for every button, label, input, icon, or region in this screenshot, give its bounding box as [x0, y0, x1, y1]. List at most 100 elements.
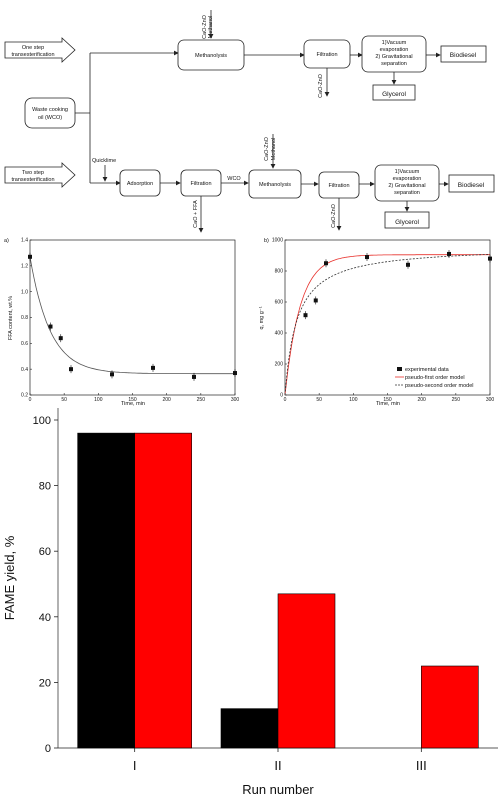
chart-a-ytick-label: 1.4 — [21, 238, 28, 244]
one-step-label-2: transesterification — [11, 52, 54, 58]
chart-a-xtick-label: 0 — [29, 397, 32, 403]
chart-a-point — [28, 254, 32, 259]
methanol-label-3: Methanol — [271, 138, 277, 161]
chart-a-point — [233, 371, 237, 376]
one-step-arrow-box — [4, 37, 76, 63]
chart-b-second-order-curve — [284, 253, 491, 396]
adsorption-label: Adsorption — [127, 181, 153, 187]
chart-c-ytick-label: 80 — [39, 481, 51, 493]
chart-c-ytick-label: 100 — [33, 415, 51, 427]
biodiesel-label-1: Biodiesel — [450, 52, 477, 59]
chart-b-point — [488, 256, 492, 261]
filtration-label-3: Filtration — [328, 183, 349, 189]
two-step-arrow-box — [4, 162, 76, 188]
chart-c-bar — [77, 432, 135, 749]
chart-b-first-order-curve — [284, 254, 490, 396]
wco-label-1: Waste cooking — [32, 107, 68, 113]
sep-label-1a: 1)Vacuum — [382, 40, 407, 46]
chart-a-point — [110, 372, 114, 377]
chart-b-xtick-label: 200 — [417, 397, 426, 403]
wco-label-2: oil (WCO) — [38, 115, 62, 121]
legend-experimental: experimental data — [405, 367, 450, 373]
sep-label-1b: evaporation — [380, 47, 409, 53]
chart-b-ylabel: q, mg g⁻¹ — [259, 306, 265, 329]
chart-b-ytick-label: 200 — [275, 362, 284, 368]
chart-b-point — [324, 261, 328, 266]
chart-a-ytick-label: 0.2 — [21, 393, 28, 399]
wco-box — [24, 97, 76, 129]
chart-c-ytick-label: 60 — [39, 546, 51, 558]
chart-a-ytick-label: 1.0 — [21, 289, 28, 295]
glycerol-label-2: Glycerol — [395, 219, 419, 226]
chart-a-point — [151, 365, 155, 370]
chart-b-frame — [284, 239, 491, 396]
sep-label-2a: 1)Vacuum — [395, 169, 420, 175]
chart-a-ylabel: FFA content, wt.% — [8, 296, 14, 340]
glycerol-label-1: Glycerol — [382, 91, 406, 98]
chart-b-legend: experimental data pseudo-first order mod… — [395, 367, 474, 389]
chart-c-bar — [220, 708, 279, 749]
chart-c-bar — [421, 665, 479, 749]
methanolysis-label-1: Methanolysis — [195, 53, 227, 59]
chart-a-ytick-label: 1.2 — [21, 264, 28, 270]
chart-b-point — [313, 298, 318, 303]
chart-c-xtick-label: I — [133, 758, 137, 773]
chart-a-xlabel: Time, min — [121, 401, 145, 407]
chart-c-ylabel: FAME yield, % — [2, 535, 17, 620]
chart-b-ytick-label: 600 — [275, 300, 284, 306]
one-step-label: One step — [22, 45, 44, 51]
cat-label-3: CaO-ZnO — [264, 136, 270, 161]
chart-a-point — [58, 336, 63, 341]
cat-label-1: CaO-ZnO — [202, 14, 208, 39]
cat-label-4: CaO-ZnO — [331, 203, 337, 228]
cat-label-2: CaO-ZnO — [318, 73, 324, 98]
chart-a-xtick-label: 150 — [128, 397, 137, 403]
chart-b-ytick-label: 1000 — [272, 238, 283, 244]
panel-label-b: b) — [264, 238, 269, 244]
chart-b-point — [447, 251, 451, 256]
glycerol-box-2 — [384, 211, 430, 229]
chart-c-bar — [134, 432, 192, 749]
chart-a-xtick-label: 50 — [61, 397, 67, 403]
chart-c-ytick-label: 40 — [39, 612, 51, 624]
wco-flow-label: WCO — [227, 176, 241, 182]
glycerol-box-1 — [372, 84, 416, 101]
chart-a-ytick-label: 0.6 — [21, 341, 28, 347]
chart-c-xtick-label: III — [416, 758, 427, 773]
cao-ffa-label: CaO + FFA — [193, 200, 199, 228]
chart-a-point — [192, 374, 196, 379]
chart-a: a) Time, min FFA content, wt.% 0 50 100 150… — [4, 238, 239, 407]
sep-label-1d: separation — [381, 61, 407, 67]
chart-c-ytick-label: 20 — [39, 677, 51, 689]
legend-marker-experimental — [397, 367, 402, 371]
chart-a-frame — [29, 239, 236, 396]
two-step-label: Two step — [22, 170, 44, 176]
sep-label-1c: 2) Gravitational — [375, 54, 412, 60]
chart-a-fit-curve — [29, 256, 235, 375]
chart-a-point — [48, 324, 53, 329]
chart-a-xtick-label: 300 — [231, 397, 240, 403]
chart-b-xtick-label: 300 — [486, 397, 495, 403]
sep-label-2c: 2) Gravitational — [388, 183, 425, 189]
chart-b-xtick-label: 50 — [316, 397, 322, 403]
chart-a-ytick-label: 0.8 — [21, 315, 28, 321]
filtration-label-2: Filtration — [190, 181, 211, 187]
chart-a-point — [69, 367, 73, 372]
chart-a-xtick-label: 200 — [162, 397, 171, 403]
panel-label-a: a) — [4, 238, 9, 244]
legend-first-order: pseudo-first order model — [405, 375, 465, 381]
legend-second-order: pseudo-second order model — [405, 383, 474, 389]
biodiesel-label-2: Biodiesel — [458, 182, 485, 189]
chart-c-ytick-label: 0 — [45, 743, 51, 755]
chart-b-ytick-label: 0 — [280, 393, 283, 399]
biodiesel-box-1 — [440, 45, 487, 63]
chart-a-xtick-label: 250 — [197, 397, 206, 403]
sep-label-2b: evaporation — [393, 176, 422, 182]
chart-c-bar — [277, 593, 336, 749]
filtration-label-1: Filtration — [316, 52, 337, 58]
chart-b-xtick-label: 100 — [349, 397, 358, 403]
chart-c-xtick-label: II — [274, 758, 281, 773]
methanolysis-label-2: Methanolysis — [259, 182, 291, 188]
